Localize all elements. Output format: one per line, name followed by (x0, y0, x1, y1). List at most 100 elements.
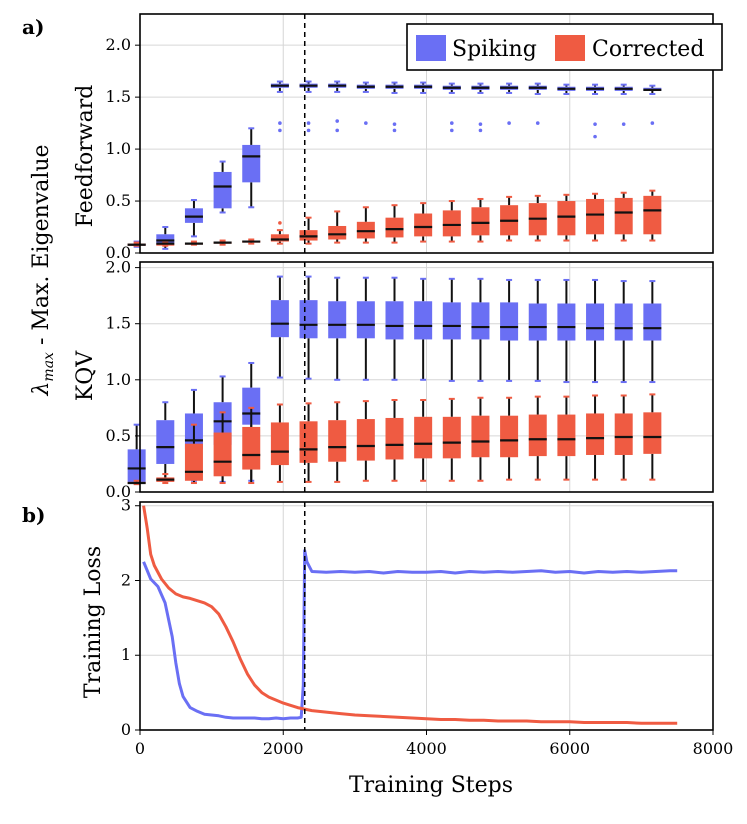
loss-ytick-label: 3 (121, 496, 131, 515)
kqv-spiking-box (270, 300, 289, 338)
ff-corrected-box (643, 195, 662, 235)
kqv-panel: 0.0 0.5 1.0 1.5 2.0 (106, 258, 714, 501)
loss-xtick-label: 2000 (263, 739, 304, 758)
kqv-corrected-box (643, 412, 662, 454)
kqv-corrected-box (528, 414, 547, 457)
kqv-corrected-box (213, 432, 232, 477)
kqv-spiking-box (557, 303, 576, 341)
kqv-corrected-box (614, 413, 633, 455)
kqv-spiking-box (299, 300, 318, 339)
kqv-spiking-box (356, 301, 375, 339)
ff-corrected-box (614, 197, 633, 235)
legend-spiking-swatch (416, 35, 446, 61)
ff-spiking-outlier (593, 122, 597, 126)
ff-ytick-label: 1.0 (106, 139, 131, 158)
kqv-corrected-box (442, 416, 461, 459)
kqv-ytick-label: 0.5 (106, 426, 131, 445)
kqv-corrected-box (557, 414, 576, 457)
ff-frame (139, 13, 714, 254)
ff-corrected-box (557, 201, 576, 236)
ff-corrected-box (328, 225, 347, 240)
shared-ylabel: λmax - Max. Eigenvalue (29, 144, 57, 396)
ff-corrected-box (270, 234, 289, 242)
kqv-spiking-box (442, 302, 461, 340)
kqv-frame (139, 261, 714, 493)
kqv-corrected-box (270, 422, 289, 466)
kqv-corrected-box (184, 443, 203, 481)
ff-ytick-label: 0.5 (106, 191, 131, 210)
ff-spiking-outlier (478, 128, 483, 133)
ff-corrected-box (414, 213, 433, 237)
kqv-spiking-box (500, 302, 519, 341)
kqv-corrected-box (414, 416, 433, 459)
kqv-spiking-box (385, 301, 404, 340)
kqv-corrected-box (328, 420, 347, 462)
kqv-spiking-box (471, 302, 490, 340)
ff-corrected-box (586, 198, 605, 235)
ff-spiking-outlier (507, 121, 511, 125)
ff-corrected-box (442, 210, 461, 237)
loss-ylabel: Training Loss (81, 546, 106, 698)
panel-b-label: b) (22, 503, 45, 527)
kqv-spiking-box (643, 303, 662, 341)
ff-spiking-outlier (593, 134, 597, 139)
kqv-spiking-box (328, 301, 347, 339)
ff-corrected-outlier (278, 221, 282, 225)
loss-panel: 0 1 2 3 0 2000 4000 6000 8000 (121, 496, 734, 758)
kqv-corrected-box (242, 426, 261, 470)
ff-spiking-outlier (306, 121, 311, 125)
ff-spiking-box (156, 234, 175, 244)
legend-corrected-swatch (555, 35, 585, 61)
kqv-ytick-label: 1.5 (106, 314, 131, 333)
ff-spiking-box (242, 144, 261, 183)
ff-spiking-outlier (306, 128, 311, 133)
feedforward-panel: 0.0 0.5 1.0 1.5 2.0 (106, 13, 714, 262)
ff-spiking-box (213, 171, 232, 209)
legend: Spiking Corrected (406, 23, 723, 71)
kqv-spiking-box (614, 303, 633, 341)
ff-spiking-outlier (278, 121, 282, 125)
kqv-spiking-box (242, 387, 261, 425)
ff-corrected-box (385, 217, 404, 238)
ff-spiking-outlier (335, 128, 340, 133)
loss-ytick-label: 1 (121, 645, 131, 664)
ff-ytick-label: 2.0 (106, 35, 131, 54)
ff-spiking-outlier (650, 121, 655, 125)
ff-spiking-outlier (535, 121, 540, 125)
kqv-title: KQV (73, 350, 98, 401)
kqv-corrected-box (299, 421, 318, 463)
ff-spiking-outlier (392, 128, 397, 133)
ff-spiking-outlier (621, 122, 626, 126)
kqv-corrected-box (356, 419, 375, 461)
kqv-corrected-box (586, 413, 605, 455)
kqv-ytick-label: 1.0 (106, 370, 131, 389)
loss-ytick-label: 0 (121, 720, 131, 739)
ff-spiking-outlier (450, 121, 454, 125)
kqv-corrected-box (471, 415, 490, 458)
ff-spiking-outlier (392, 122, 397, 126)
loss-ytick-label: 2 (121, 570, 131, 589)
xlabel: Training Steps (349, 773, 513, 798)
ff-spiking-outlier (278, 128, 282, 133)
legend-corrected-label: Corrected (592, 37, 704, 62)
ff-ytick-label: 0.0 (106, 243, 131, 262)
ff-spiking-outlier (450, 128, 454, 133)
kqv-spiking-box (528, 303, 547, 341)
feedforward-title: Feedforward (73, 85, 98, 228)
kqv-ytick-label: 2.0 (106, 258, 131, 277)
ff-spiking-outlier (478, 122, 483, 126)
ff-spiking-outlier (335, 119, 340, 123)
kqv-spiking-box (586, 303, 605, 341)
kqv-spiking-box (127, 449, 146, 482)
loss-corrected-line (142, 505, 678, 725)
kqv-corrected-box (500, 415, 519, 458)
ff-spiking-outlier (364, 121, 368, 125)
legend-spiking-label: Spiking (452, 37, 537, 62)
kqv-spiking-box (156, 420, 175, 464)
loss-spiking-line (142, 549, 678, 721)
loss-xtick-label: 6000 (549, 739, 590, 758)
loss-xtick-label: 0 (135, 739, 145, 758)
ff-ytick-label: 1.5 (106, 87, 131, 106)
ff-corrected-box (471, 207, 490, 236)
kqv-spiking-box (414, 301, 433, 340)
